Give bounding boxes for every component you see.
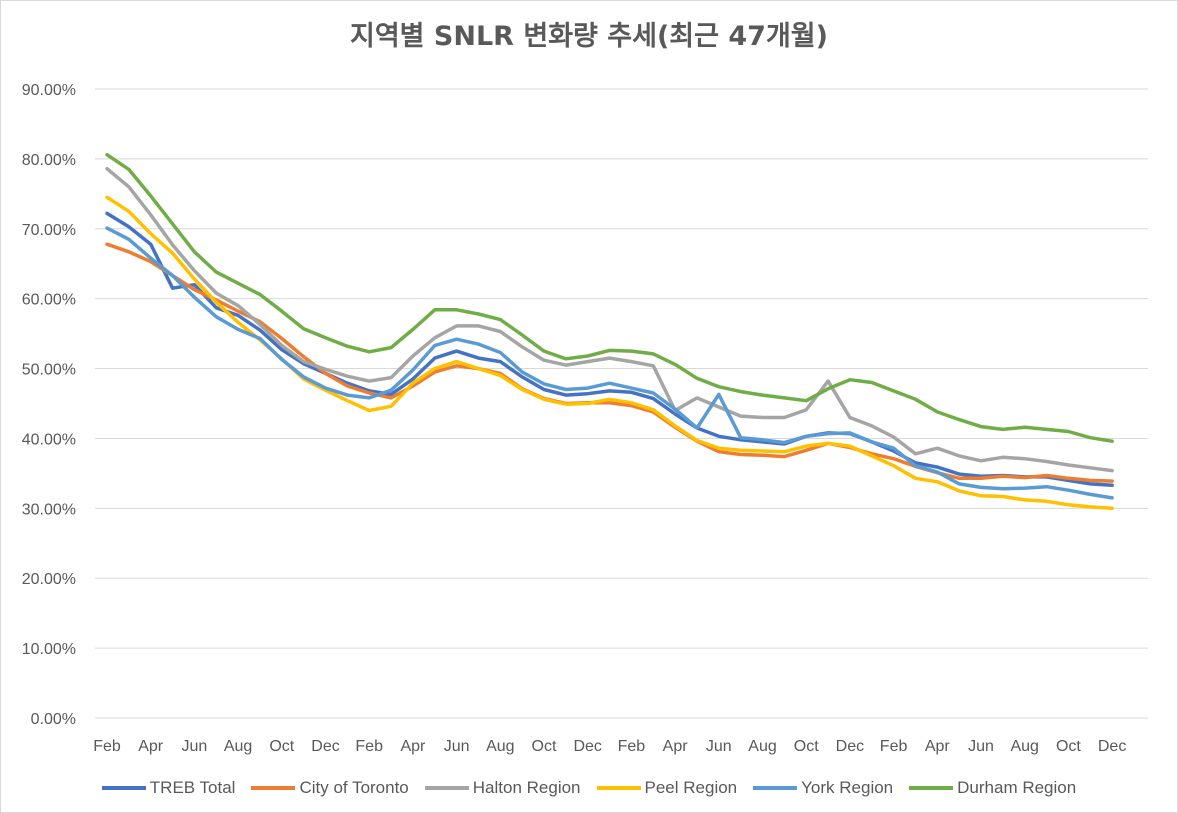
y-axis-tick-labels: 0.00% 10.00% 20.00% 30.00% 40.00% 50.00% 60.00…	[22, 82, 76, 728]
y-tick-label: 90.00%	[22, 82, 76, 99]
series-line-city-of-toronto	[105, 242, 1114, 483]
legend-label: TREB Total	[149, 778, 236, 797]
series-line-peel-region	[105, 195, 1114, 511]
y-tick-label: 40.00%	[22, 431, 76, 448]
x-tick-label: Oct	[1056, 738, 1081, 755]
x-tick-label: Feb	[93, 738, 121, 755]
legend-item: York Region	[753, 778, 893, 798]
x-tick-label: Apr	[400, 738, 426, 755]
chart-title: 지역별 SNLR 변화량 추세(최근 47개월)	[350, 21, 828, 52]
x-axis-tick-labels: Feb Apr Jun Aug Oct Dec Feb Apr Jun Aug Oct Dec Feb A…	[93, 738, 1126, 755]
y-tick-label: 50.00%	[22, 362, 76, 379]
x-tick-label: Feb	[880, 738, 908, 755]
x-tick-label: Oct	[532, 738, 557, 755]
x-tick-label: Dec	[836, 738, 864, 755]
y-tick-label: 30.00%	[22, 501, 76, 518]
legend: TREB Total City of Toronto Halton Region Pe…	[0, 778, 1178, 798]
series-line-halton-region	[105, 166, 1114, 473]
series-lines	[105, 152, 1114, 511]
y-tick-label: 20.00%	[22, 571, 76, 588]
series-line-treb-total	[105, 211, 1114, 488]
y-tick-label: 10.00%	[22, 641, 76, 658]
legend-swatch	[909, 786, 954, 790]
x-tick-label: Feb	[355, 738, 383, 755]
x-tick-label: Oct	[269, 738, 294, 755]
x-tick-label: Aug	[224, 738, 252, 755]
x-tick-label: Dec	[311, 738, 339, 755]
y-tick-label: 0.00%	[31, 711, 76, 728]
x-tick-label: Apr	[663, 738, 689, 755]
x-tick-label: Apr	[925, 738, 951, 755]
legend-item: City of Toronto	[251, 778, 409, 798]
y-tick-label: 70.00%	[22, 222, 76, 239]
legend-swatch	[753, 786, 798, 790]
x-tick-label: Oct	[794, 738, 819, 755]
x-tick-label: Jun	[706, 738, 732, 755]
legend-label: York Region	[801, 778, 894, 797]
legend-label: Halton Region	[472, 778, 581, 797]
x-tick-label: Feb	[618, 738, 646, 755]
x-tick-label: Dec	[1098, 738, 1126, 755]
x-tick-label: Aug	[1010, 738, 1038, 755]
legend-item: Peel Region	[596, 778, 738, 798]
legend-item: Durham Region	[909, 778, 1076, 798]
legend-label: City of Toronto	[299, 778, 409, 797]
x-tick-label: Jun	[182, 738, 208, 755]
y-tick-label: 80.00%	[22, 152, 76, 169]
x-tick-label: Aug	[748, 738, 776, 755]
y-tick-label: 60.00%	[22, 292, 76, 309]
x-tick-label: Jun	[444, 738, 470, 755]
legend-swatch	[424, 786, 469, 790]
series-line-durham-region	[105, 152, 1114, 443]
legend-item: Halton Region	[424, 778, 581, 798]
legend-swatch	[596, 786, 641, 790]
x-tick-label: Dec	[573, 738, 601, 755]
legend-label: Durham Region	[957, 778, 1077, 797]
legend-swatch	[251, 786, 296, 790]
gridlines	[95, 88, 1148, 719]
x-tick-label: Aug	[486, 738, 514, 755]
series-line-york-region	[105, 226, 1114, 500]
x-tick-label: Jun	[968, 738, 994, 755]
legend-label: Peel Region	[644, 778, 738, 797]
legend-item: TREB Total	[101, 778, 236, 798]
x-tick-label: Apr	[138, 738, 164, 755]
legend-swatch	[101, 786, 146, 790]
